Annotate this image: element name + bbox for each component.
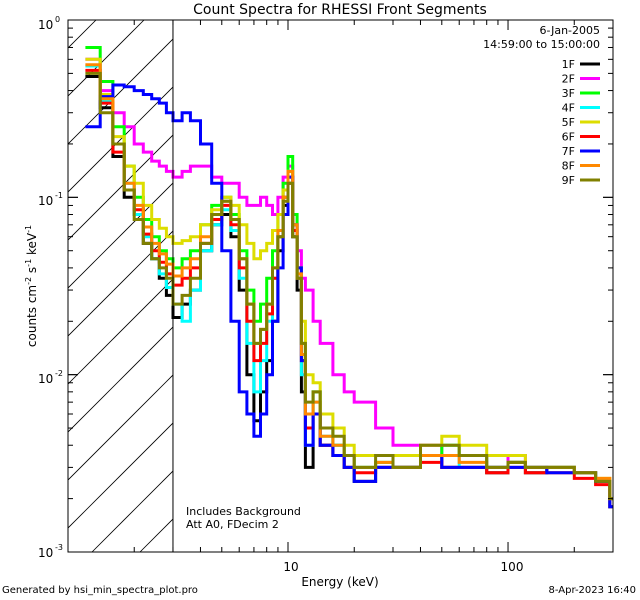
series-lines [85, 46, 613, 509]
svg-text:-3: -3 [55, 543, 63, 552]
series-9F-line [85, 71, 613, 501]
svg-text:10: 10 [38, 372, 53, 386]
svg-text:-1: -1 [55, 191, 63, 200]
hatch-line-1 [0, 0, 116, 552]
legend-label-4F: 4F [562, 102, 575, 115]
series-6F-line [85, 68, 613, 509]
svg-text:0: 0 [55, 15, 60, 24]
attenuator-hatch-region [0, 0, 173, 552]
hatch-line-12 [68, 422, 173, 529]
y-tick-label-1e-3: 10 -3 [38, 543, 63, 560]
hatch-line-11 [68, 374, 173, 481]
svg-text:10: 10 [38, 546, 53, 560]
svg-text:-2: -2 [55, 369, 63, 378]
y-tick-label-1e0: 10 0 [38, 15, 60, 32]
hatch-line-5 [68, 86, 173, 193]
hatch-line-7 [68, 182, 173, 289]
series-1F-line [85, 75, 613, 509]
date-label: 6-Jan-2005 [540, 24, 601, 37]
legend-label-9F: 9F [562, 174, 575, 187]
x-tick-label-10: 10 [283, 560, 298, 574]
y-axis-label: counts cm-2 s-1 keV-1 [24, 225, 39, 347]
svg-text:10: 10 [38, 194, 53, 208]
series-4F-line [85, 64, 613, 509]
annotation-background: Includes Background [186, 505, 301, 518]
plot-frame [67, 19, 614, 553]
x-tick-label-100: 100 [501, 560, 524, 574]
legend-label-8F: 8F [562, 160, 575, 173]
time-range-label: 14:59:00 to 15:00:00 [483, 38, 600, 51]
axis-ticks [67, 19, 614, 553]
annotation-attenuator: Att A0, FDecim 2 [186, 518, 279, 531]
series-8F-line [85, 63, 613, 501]
legend-label-7F: 7F [562, 145, 575, 158]
x-axis-label: Energy (keV) [301, 575, 378, 589]
svg-text:10: 10 [38, 18, 53, 32]
hatch-line-9 [68, 278, 173, 385]
footer-generator-note: Generated by hsi_min_spectra_plot.pro [2, 585, 198, 596]
footer-timestamp: 8-Apr-2023 16:40 [548, 585, 636, 596]
legend-label-2F: 2F [562, 73, 575, 86]
hatch-line-4 [68, 38, 173, 145]
legend-label-1F: 1F [562, 58, 575, 71]
series-7F-line [85, 83, 613, 509]
series-5F-line [85, 57, 613, 501]
legend-label-5F: 5F [562, 116, 575, 129]
hatch-line-3 [68, 20, 145, 97]
y-tick-label-1e-1: 10 -1 [38, 191, 63, 208]
chart-title: Count Spectra for RHESSI Front Segments [193, 2, 487, 18]
legend-label-6F: 6F [562, 131, 575, 144]
legend-label-3F: 3F [562, 87, 575, 100]
y-tick-label-1e-2: 10 -2 [38, 369, 63, 386]
